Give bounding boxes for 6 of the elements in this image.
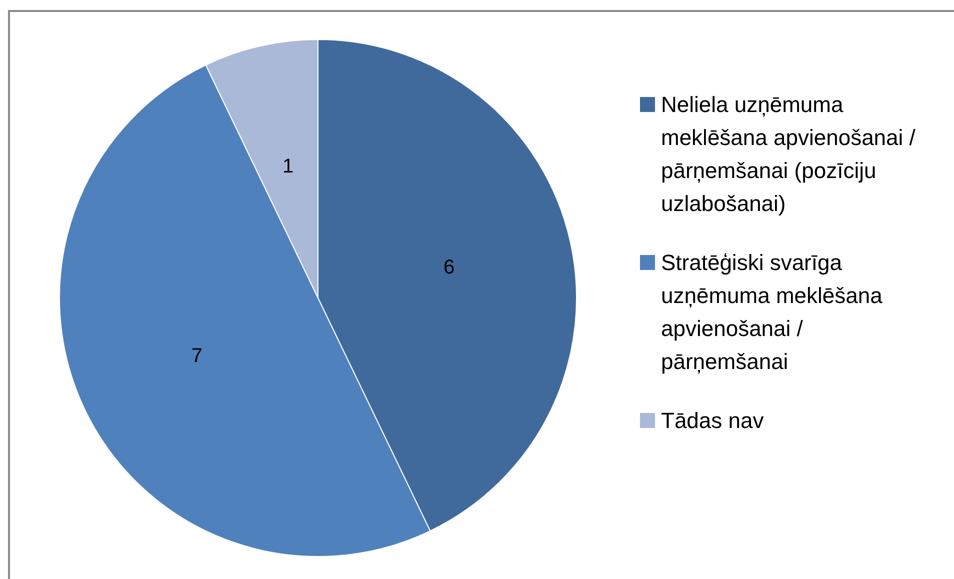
- data-label: 1: [282, 155, 294, 178]
- legend-label: Stratēģiski svarīga uzņēmuma meklēšana apvienošanai / pārņemšanai: [661, 249, 884, 376]
- data-label: 6: [443, 256, 455, 279]
- legend-label: Neliela uzņēmuma meklēšana apvienošanai / pārņemšanai (pozīciju uzlabošanai): [661, 91, 916, 218]
- data-label: 7: [191, 344, 202, 367]
- legend-label: Tādas nav: [661, 407, 765, 435]
